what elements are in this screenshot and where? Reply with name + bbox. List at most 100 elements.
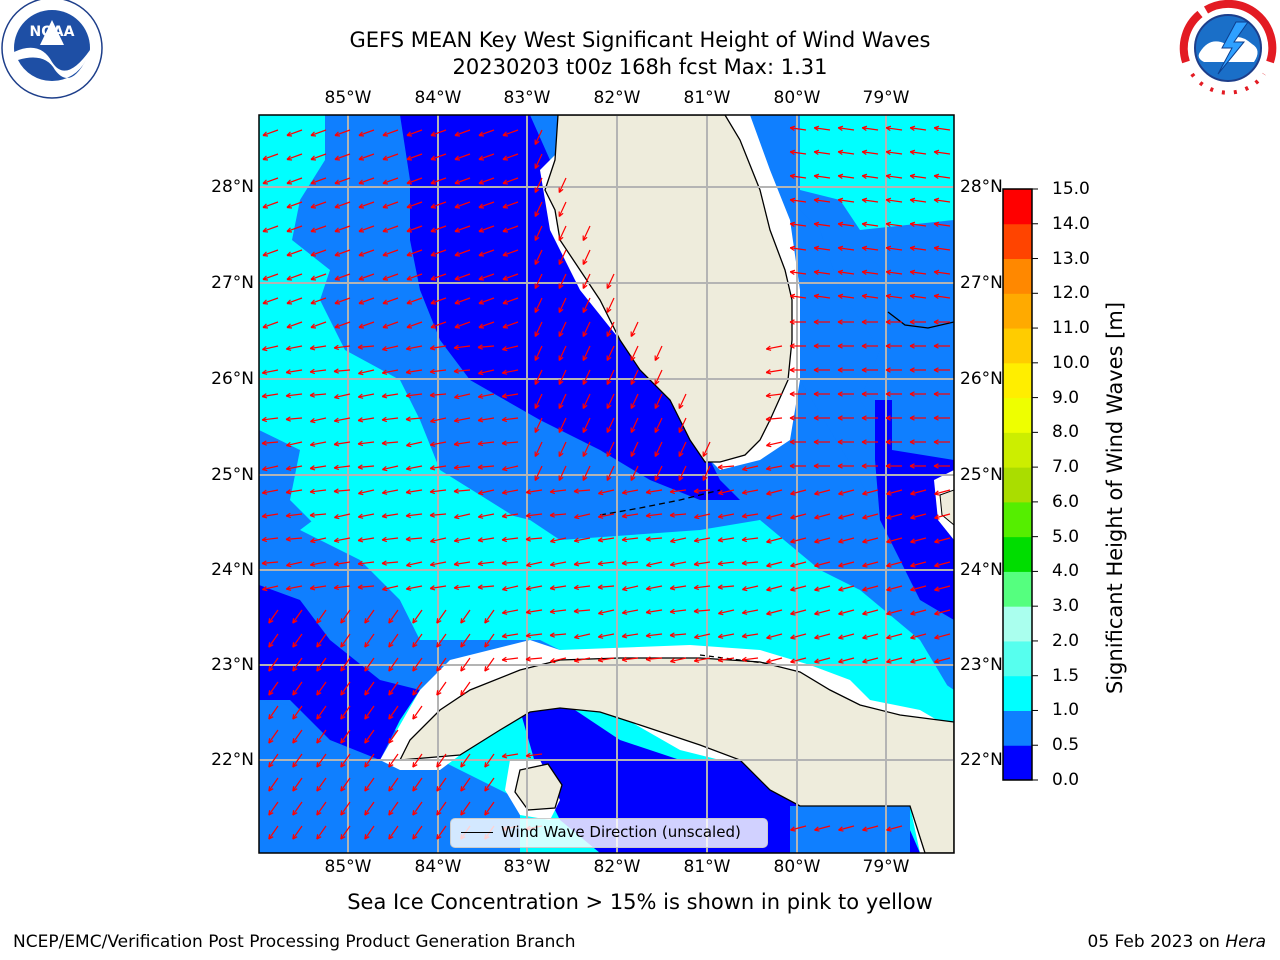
wind-arrow-head — [262, 349, 268, 352]
wind-arrow-head — [741, 562, 747, 566]
wind-arrow-head — [454, 302, 460, 305]
wind-arrow-head — [814, 490, 819, 495]
wind-arrow-head — [862, 586, 867, 591]
wind-arrow-head — [316, 618, 319, 624]
wind-arrow — [670, 537, 687, 543]
wind-arrow — [718, 609, 735, 615]
wind-arrow — [310, 225, 327, 233]
wind-arrow — [606, 321, 615, 337]
wind-arrow-head — [334, 155, 339, 160]
wind-arrow-head — [429, 491, 436, 495]
wind-arrow-head — [477, 344, 483, 348]
wind-arrow-head — [436, 620, 442, 624]
wind-arrow — [558, 321, 567, 337]
wind-arrow — [262, 537, 279, 541]
wind-arrow-head — [358, 230, 364, 233]
wind-arrow-head — [813, 149, 820, 153]
wind-arrow-head — [693, 490, 699, 494]
wind-arrow-head — [837, 223, 843, 228]
wind-arrow — [526, 513, 543, 517]
wind-arrow — [558, 225, 567, 241]
wind-arrow — [358, 273, 375, 281]
wind-arrow — [286, 345, 303, 350]
wind-arrow — [382, 489, 399, 494]
wind-arrow-head — [388, 714, 391, 720]
wind-arrow-head — [885, 441, 891, 445]
wind-arrow-head — [885, 125, 892, 129]
wind-arrow-head — [262, 227, 267, 232]
wind-arrow-head — [501, 539, 508, 543]
wind-arrow-head — [381, 369, 387, 374]
wind-arrow-head — [861, 319, 867, 323]
wind-arrow-head — [310, 326, 316, 329]
wind-arrow — [886, 199, 903, 203]
wind-arrow-head — [388, 620, 394, 624]
wind-arrow-head — [934, 514, 939, 519]
wind-arrow — [582, 225, 591, 241]
wind-arrow — [558, 369, 567, 385]
wind-arrow — [412, 753, 423, 768]
wind-arrow — [334, 321, 351, 329]
wind-arrow-head — [606, 380, 612, 385]
wind-arrow-head — [460, 642, 463, 648]
wind-arrow-head — [286, 348, 292, 351]
wind-arrow — [886, 151, 903, 155]
wind-arrow — [340, 753, 351, 768]
wind-arrow — [934, 247, 951, 251]
wind-arrow-head — [525, 658, 531, 662]
wind-arrow-head — [262, 585, 267, 591]
wind-arrow-head — [646, 588, 652, 591]
wind-arrow — [478, 465, 495, 468]
wind-arrow-head — [606, 404, 612, 409]
wind-arrow-head — [316, 690, 319, 696]
wind-arrow-head — [430, 444, 436, 447]
wind-arrow — [934, 513, 951, 519]
wind-arrow — [478, 225, 495, 233]
wind-arrow-head — [340, 836, 346, 840]
wind-arrow-head — [813, 391, 819, 395]
wind-arrow-head — [573, 488, 579, 492]
wind-arrow-head — [742, 515, 748, 519]
wind-arrow-head — [862, 589, 868, 592]
wind-arrow-head — [454, 155, 459, 160]
map-frame — [258, 114, 955, 854]
wind-arrow-head — [262, 278, 268, 281]
wind-arrow-head — [621, 633, 627, 637]
wind-arrow-head — [582, 356, 588, 361]
wind-arrow-head — [430, 278, 436, 281]
wind-arrow-head — [501, 609, 507, 614]
wind-arrow — [526, 561, 543, 567]
wind-arrow-head — [454, 206, 460, 209]
wind-arrow-head — [286, 158, 292, 161]
wind-arrow-head — [838, 586, 843, 591]
wind-arrow-head — [534, 380, 540, 385]
wind-arrow-head — [502, 131, 507, 136]
wind-arrow — [310, 417, 327, 423]
wind-arrow — [526, 537, 543, 540]
wind-arrow — [718, 489, 735, 495]
wind-arrow-head — [502, 465, 507, 471]
wind-arrow-head — [268, 812, 274, 816]
wind-arrow-head — [766, 637, 772, 640]
wind-arrow-head — [268, 716, 274, 720]
wind-arrow-head — [334, 563, 340, 567]
wind-arrow-head — [933, 223, 939, 228]
wind-arrow — [670, 657, 687, 663]
wind-arrow-head — [813, 125, 820, 129]
wind-arrow-head — [502, 589, 508, 592]
wind-arrow-head — [358, 131, 363, 136]
wind-arrow-head — [630, 332, 636, 337]
wind-arrow-head — [526, 565, 532, 568]
wind-arrow — [478, 201, 495, 209]
wind-arrow — [388, 801, 399, 816]
wind-arrow — [766, 369, 783, 374]
wind-arrow-head — [286, 254, 292, 257]
wind-arrow-head — [597, 586, 603, 590]
lat-tick-right: 22°N — [960, 750, 1003, 770]
wind-arrow-head — [502, 230, 508, 233]
wind-arrow-head — [838, 490, 843, 495]
wind-arrow — [838, 127, 855, 131]
wind-arrow-head — [645, 515, 652, 519]
wind-arrow-head — [484, 762, 487, 768]
wind-arrow-head — [574, 517, 580, 520]
